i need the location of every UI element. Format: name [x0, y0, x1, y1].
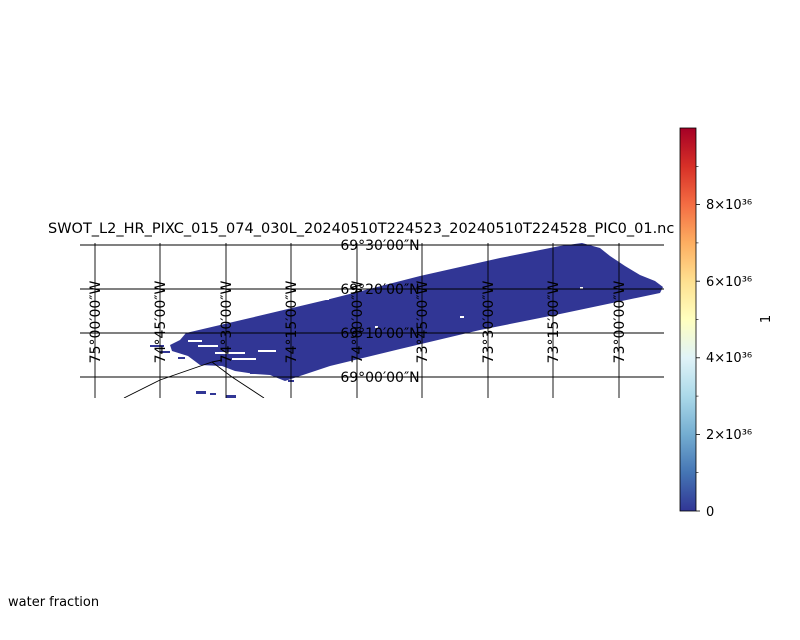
swath-gap: [215, 352, 245, 354]
swath-layer: [150, 243, 663, 398]
swath-gap: [258, 350, 276, 352]
swath-fragment: [250, 372, 256, 374]
colorbar-gradient: [679, 127, 697, 512]
colorbar-tick-label: 8×10³⁶: [706, 198, 752, 213]
colorbar-minor-ticks: [696, 166, 699, 474]
figure-caption: water fraction: [8, 595, 100, 610]
longitude-label: 74°30′00″W: [219, 281, 235, 364]
swath-polygon: [170, 243, 663, 381]
longitude-label: 75°00′00″W: [88, 281, 104, 364]
longitude-labels: 75°00′00″W 74°45′00″W 74°30′00″W 74°15′0…: [88, 281, 628, 364]
longitude-label: 73°15′00″W: [546, 281, 562, 364]
swath-gap: [325, 298, 329, 300]
graticule: [80, 243, 664, 398]
latitude-label: 69°00′00″N: [340, 370, 419, 386]
colorbar-tick-label: 6×10³⁶: [706, 275, 752, 290]
swath-gap: [232, 358, 256, 360]
longitude-label: 74°00′00″W: [350, 281, 366, 364]
swath-fragment: [160, 351, 170, 353]
latitude-label: 69°10′00″N: [340, 326, 419, 342]
swath-gap: [580, 287, 583, 289]
longitude-label: 74°15′00″W: [284, 281, 300, 364]
swath-gap: [375, 326, 378, 328]
colorbar-tick-label: 4×10³⁶: [706, 351, 752, 366]
longitude-label: 73°30′00″W: [481, 281, 497, 364]
swath-fragment: [226, 395, 236, 398]
swath-fragment: [178, 357, 185, 359]
map-title: SWOT_L2_HR_PIXC_015_074_030L_20240510T22…: [48, 221, 675, 237]
latitude-label: 69°30′00″N: [340, 238, 419, 254]
colorbar-label: 1: [759, 315, 774, 323]
coastline-segment: [211, 359, 223, 363]
swath-fragment: [210, 393, 216, 395]
swath-gap: [460, 316, 464, 318]
longitude-label: 74°45′00″W: [153, 281, 169, 364]
latitude-labels: 69°30′00″N 69°20′00″N 69°10′00″N 69°00′0…: [340, 238, 419, 386]
swath-fragment: [196, 391, 206, 394]
swath-fragment: [150, 345, 164, 347]
colorbar-tick-label: 0: [706, 505, 714, 520]
colorbar-ticks: [696, 204, 700, 512]
colorbar: 0 2×10³⁶ 4×10³⁶ 6×10³⁶ 8×10³⁶ 1: [679, 127, 774, 520]
swath-gap: [198, 345, 218, 347]
colorbar-tick-labels: 0 2×10³⁶ 4×10³⁶ 6×10³⁶ 8×10³⁶: [706, 198, 752, 520]
longitude-label: 73°00′00″W: [612, 281, 628, 364]
colorbar-tick-label: 2×10³⁶: [706, 428, 752, 443]
swath-gap: [188, 340, 202, 342]
swath-gaps: [188, 287, 583, 360]
longitude-label: 73°45′00″W: [415, 281, 431, 364]
latitude-label: 69°20′00″N: [340, 282, 419, 298]
